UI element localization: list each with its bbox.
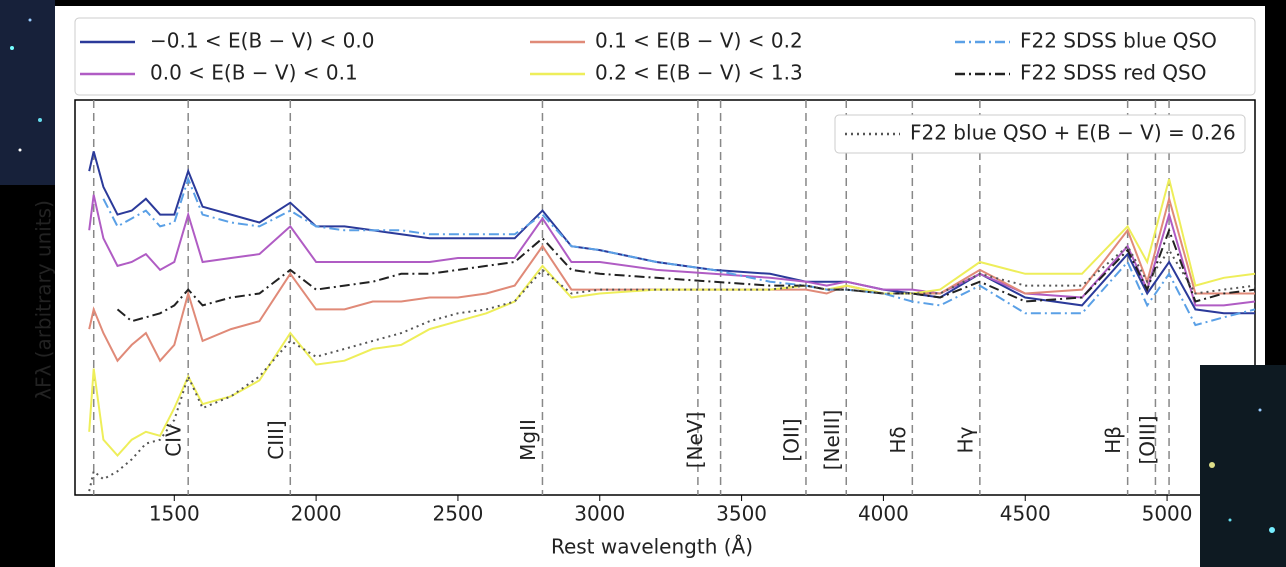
legend-box (74, 17, 1256, 96)
emission-line-label: MgII (516, 419, 540, 461)
emission-line-label: Hδ (886, 426, 910, 453)
legend-label: F22 SDSS blue QSO (1020, 29, 1217, 53)
legend-label: F22 blue QSO + E(B − V) = 0.26 (910, 121, 1236, 145)
x-axis-label: Rest wavelength (Å) (551, 535, 753, 559)
series-line (88, 194, 1256, 307)
plot-area (74, 99, 1256, 496)
series-line (88, 194, 1255, 363)
x-tick-label: 2500 (432, 502, 483, 526)
emission-line-label: CIII] (264, 420, 288, 459)
emission-line-label: CIV (162, 423, 186, 457)
thumbnail-right (1200, 365, 1286, 567)
series-line (102, 176, 1256, 327)
emission-line-label: [OII] (779, 418, 803, 461)
emission-line-label: [NeV] (683, 412, 707, 469)
x-tick-label: 2000 (291, 502, 342, 526)
x-tick-label: 3000 (574, 502, 625, 526)
y-axis-label: λFλ (arbitrary units) (32, 200, 56, 400)
x-tick-label: 4000 (858, 502, 909, 526)
plot: 1500 2000 2500 3000 3500 4000 4500 5000 CIV CIII]… (88, 100, 1256, 526)
x-tick-label: 3500 (716, 502, 767, 526)
emission-line-label: Hβ (1101, 426, 1125, 454)
legend-label: −0.1 < E(B − V) < 0.0 (150, 29, 374, 53)
inset-legend: F22 blue QSO + E(B − V) = 0.26 (845, 121, 1236, 145)
x-tick-label: 5000 (1142, 502, 1193, 526)
inset-legend-box (834, 114, 1246, 154)
legend-label: 0.0 < E(B − V) < 0.1 (150, 61, 358, 85)
emission-line-label: [NeIII] (820, 410, 844, 471)
x-tick-label: 1500 (149, 502, 200, 526)
emission-line-label: [OIII] (1136, 415, 1160, 464)
emission-line-label: Hγ (953, 426, 977, 453)
legend-label: F22 SDSS red QSO (1020, 61, 1206, 85)
series-line (88, 178, 1256, 457)
legend-label: 0.2 < E(B − V) < 1.3 (595, 61, 803, 85)
thumbnail-left (0, 0, 55, 185)
x-tick-label: 4500 (1000, 502, 1051, 526)
legend-label: 0.1 < E(B − V) < 0.2 (595, 29, 803, 53)
